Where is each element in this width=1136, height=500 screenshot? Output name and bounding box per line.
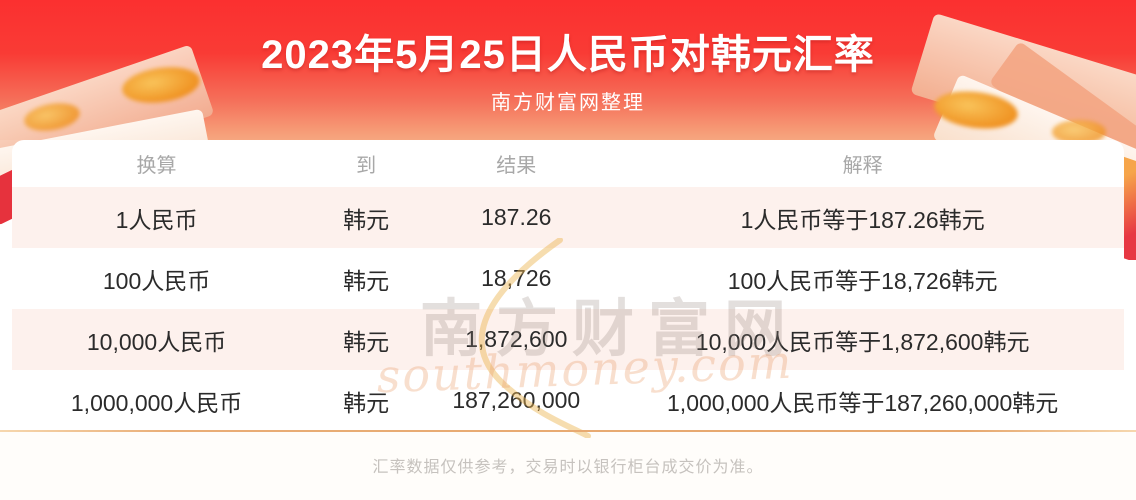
header-banner: 2023年5月25日人民币对韩元汇率 南方财富网整理 — [0, 0, 1136, 140]
rate-table-card: 换算 到 结果 解释 1人民币 韩元 187.26 1人民币等于187.26韩元… — [12, 140, 1124, 432]
cell-explanation: 100人民币等于18,726韩元 — [727, 267, 998, 294]
cell-currency: 韩元 — [343, 328, 390, 355]
cell-result: 187,260,000 — [452, 387, 581, 413]
cell-explanation: 10,000人民币等于1,872,600韩元 — [695, 328, 1030, 355]
footer: 汇率数据仅供参考，交易时以银行柜台成交价为准。 — [0, 432, 1136, 500]
footer-divider — [0, 430, 1136, 432]
table-row: 1,000,000人民币 韩元 187,260,000 1,000,000人民币… — [12, 370, 1124, 431]
cell-result: 1,872,600 — [465, 326, 568, 352]
header-cell-convert: 换算 — [136, 155, 177, 177]
disclaimer-text: 汇率数据仅供参考，交易时以银行柜台成交价为准。 — [372, 459, 764, 476]
header-cell-result: 结果 — [496, 155, 537, 177]
page-subtitle: 南方财富网整理 — [491, 92, 645, 114]
cell-explanation: 1,000,000人民币等于187,260,000韩元 — [667, 389, 1059, 416]
cell-amount: 10,000人民币 — [86, 328, 227, 355]
table-row: 1人民币 韩元 187.26 1人民币等于187.26韩元 — [12, 187, 1124, 248]
cell-amount: 1人民币 — [115, 206, 198, 233]
header-cell-to: 到 — [356, 155, 377, 177]
page-title: 2023年5月25日人民币对韩元汇率 — [261, 33, 875, 77]
cell-result: 187.26 — [481, 204, 552, 230]
cell-currency: 韩元 — [343, 206, 390, 233]
cell-amount: 1,000,000人民币 — [70, 389, 243, 416]
table-row: 100人民币 韩元 18,726 100人民币等于18,726韩元 — [12, 248, 1124, 309]
table-header-row: 换算 到 结果 解释 — [12, 140, 1124, 187]
cell-amount: 100人民币 — [102, 267, 211, 294]
cell-currency: 韩元 — [343, 389, 390, 416]
cell-explanation: 1人民币等于187.26韩元 — [740, 206, 985, 233]
table-row: 10,000人民币 韩元 1,872,600 10,000人民币等于1,872,… — [12, 309, 1124, 370]
header-cell-explain: 解释 — [842, 155, 883, 177]
cell-result: 18,726 — [481, 265, 552, 291]
cell-currency: 韩元 — [343, 267, 390, 294]
